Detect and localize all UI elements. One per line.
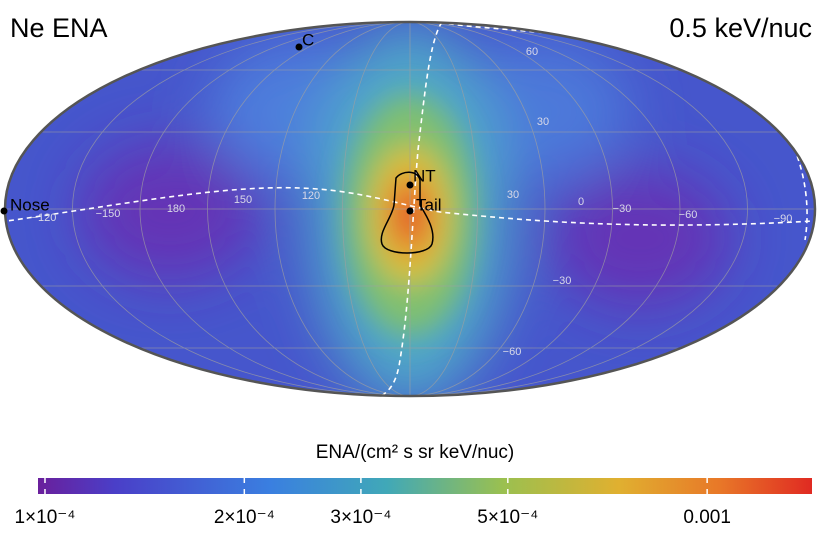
point-marker: [406, 207, 414, 215]
colorbar-tick-label: 1×10⁻⁴: [14, 507, 75, 528]
grid-label: −90: [774, 213, 793, 225]
colorbar: [38, 478, 812, 494]
grid-label: 60: [526, 46, 538, 58]
point-label: C: [302, 30, 314, 49]
grid-label: 0: [578, 196, 584, 208]
grid-label: −60: [679, 209, 698, 221]
dashed-equator: [5, 186, 815, 226]
colorbar-tick-label: 0.001: [683, 507, 731, 528]
grid-label: −60: [503, 346, 522, 358]
energy: 0.5 keV/nuc: [669, 13, 812, 43]
point-label: Nose: [10, 195, 50, 214]
grid-label: 180: [167, 203, 185, 215]
point-marker: [0, 207, 8, 215]
point-marker: [295, 43, 303, 51]
grid-label: −30: [553, 275, 572, 287]
grid-label: −30: [613, 203, 632, 215]
colorbar-tick-label: 2×10⁻⁴: [214, 507, 275, 528]
colorbar-tick-label: 3×10⁻⁴: [330, 507, 391, 528]
contour: [380, 171, 434, 254]
dashed-meridian: [349, 22, 443, 396]
colorbar-tick-label: 5×10⁻⁴: [477, 507, 538, 528]
grid-label: 150: [234, 194, 252, 206]
grid-label: 30: [507, 189, 519, 201]
title: Ne ENA: [10, 13, 108, 43]
grid-label: −150: [96, 208, 121, 220]
grid-label: −120: [32, 212, 57, 224]
point-label: NT: [413, 166, 436, 185]
grid-label: 120: [302, 190, 320, 202]
point-marker: [406, 181, 414, 189]
point-label: Tail: [416, 195, 442, 214]
grid-label: 30: [537, 116, 549, 128]
colorbar-label: ENA/(cm² s sr keV/nuc): [316, 442, 514, 463]
sky-intensity: [5, 22, 815, 396]
